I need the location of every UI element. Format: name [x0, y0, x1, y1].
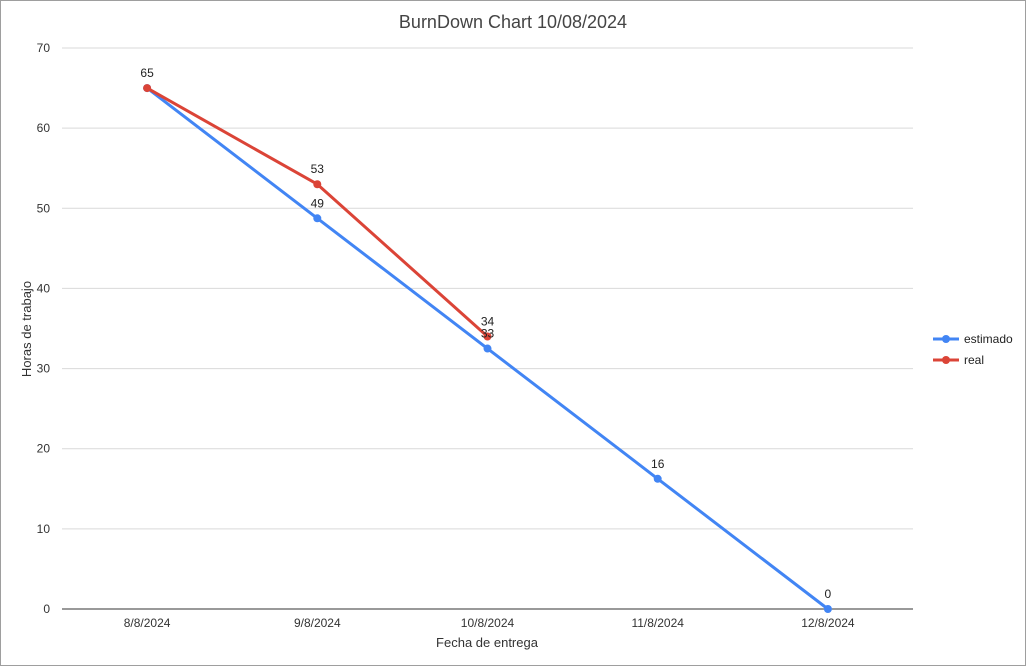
chart-title: BurnDown Chart 10/08/2024 [399, 12, 627, 32]
legend-marker-estimado [942, 335, 950, 343]
data-point-estimado [823, 605, 832, 613]
data-label-estimado: 16 [651, 457, 665, 471]
series-lines [143, 84, 832, 613]
data-labels: 49 33 16 0 65 53 34 [140, 66, 831, 601]
legend: estimado real [933, 332, 1013, 367]
x-tick-label: 10/8/2024 [461, 616, 515, 630]
data-point-estimado [313, 214, 322, 223]
y-tick-label: 30 [37, 362, 51, 376]
y-axis-ticks: 0 10 20 30 40 50 60 70 [37, 41, 51, 616]
legend-label-estimado: estimado [964, 332, 1013, 346]
x-tick-label: 8/8/2024 [124, 616, 171, 630]
data-label-real: 65 [140, 66, 154, 80]
data-label-real: 53 [311, 162, 325, 176]
grid-lines [62, 47, 913, 610]
data-point-real [483, 332, 492, 341]
x-tick-label: 12/8/2024 [801, 616, 855, 630]
data-point-estimado [653, 474, 662, 483]
y-tick-label: 60 [37, 121, 51, 135]
data-point-real [313, 180, 322, 189]
data-label-real: 34 [481, 315, 495, 329]
y-tick-label: 40 [37, 281, 51, 295]
data-label-estimado: 49 [311, 196, 325, 210]
x-axis-label: Fecha de entrega [436, 635, 539, 650]
legend-marker-real [942, 356, 950, 364]
data-label-estimado: 0 [825, 587, 832, 601]
x-tick-label: 9/8/2024 [294, 616, 341, 630]
data-point-estimado [483, 344, 492, 353]
data-point-real [143, 84, 152, 93]
x-axis-ticks: 8/8/2024 9/8/2024 10/8/2024 11/8/2024 12/8/2… [124, 616, 855, 630]
y-tick-label: 20 [37, 442, 51, 456]
data-label-estimado: 33 [481, 327, 495, 341]
y-tick-label: 50 [37, 201, 51, 215]
legend-label-real: real [964, 353, 984, 367]
y-tick-label: 10 [37, 522, 51, 536]
y-tick-label: 0 [43, 602, 50, 616]
y-tick-label: 70 [37, 41, 51, 55]
y-axis-label: Horas de trabajo [19, 281, 34, 377]
x-tick-label: 11/8/2024 [631, 616, 684, 630]
